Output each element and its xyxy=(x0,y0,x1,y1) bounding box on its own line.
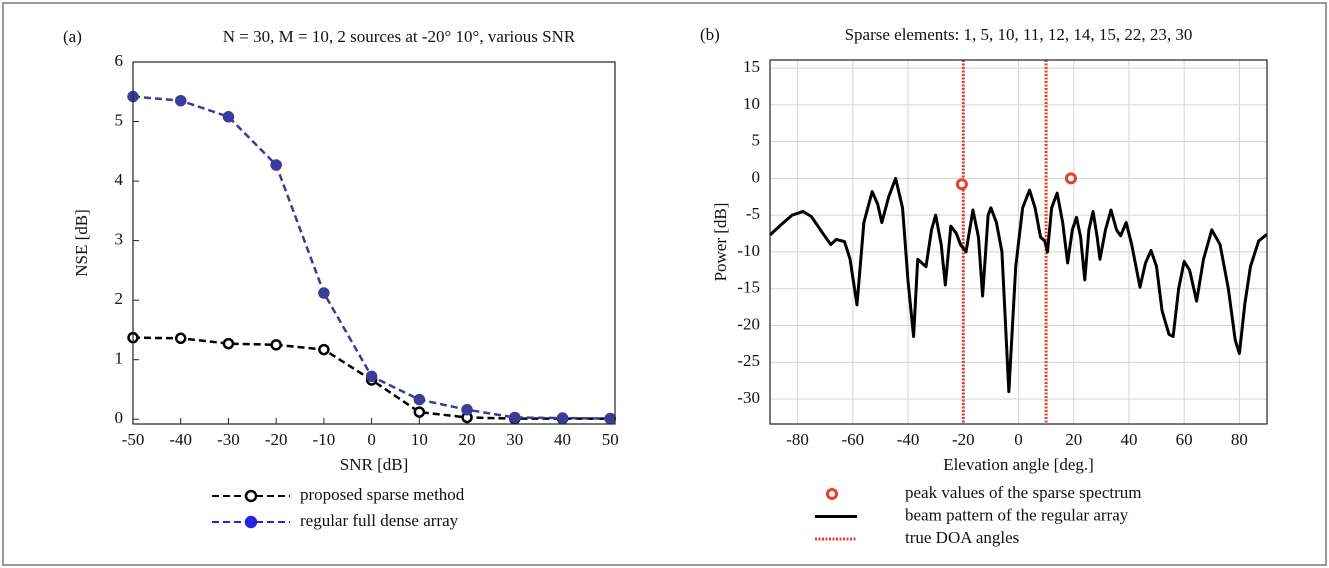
data-point xyxy=(174,94,187,107)
data-point xyxy=(461,403,473,416)
x-tick-label: -20 xyxy=(952,430,975,449)
data-point xyxy=(955,178,968,191)
y-tick-label: 0 xyxy=(115,408,124,427)
data-point xyxy=(270,159,282,171)
y-tick-label: 1 xyxy=(115,349,124,368)
y-tick-label: -20 xyxy=(737,314,760,333)
x-tick-label: 60 xyxy=(1176,430,1193,449)
data-point xyxy=(318,287,330,299)
chart-title: N = 30, M = 10, 2 sources at -20° 10°, v… xyxy=(223,27,576,46)
x-tick-label: 0 xyxy=(367,430,376,449)
panel-label: (b) xyxy=(700,25,720,44)
y-tick-label: -10 xyxy=(737,241,760,260)
data-point xyxy=(174,332,187,345)
x-tick-label: -60 xyxy=(841,430,864,449)
y-tick-label: -15 xyxy=(737,278,760,297)
plot-frame xyxy=(769,59,1268,425)
x-tick-label: -80 xyxy=(786,430,809,449)
data-point xyxy=(413,406,426,418)
y-tick-label: 6 xyxy=(115,51,124,70)
data-point xyxy=(604,412,616,425)
y-tick-label: 5 xyxy=(752,131,761,150)
data-point xyxy=(413,393,426,406)
data-point xyxy=(270,339,282,351)
x-tick-label: -40 xyxy=(897,430,920,449)
x-tick-label: 40 xyxy=(1120,430,1137,449)
x-tick-label: 10 xyxy=(411,430,428,449)
x-axis-label: SNR [dB] xyxy=(340,455,408,474)
legend-label: regular full dense array xyxy=(300,511,459,530)
x-tick-label: -30 xyxy=(217,430,240,449)
y-tick-label: 3 xyxy=(115,230,124,249)
legend-label: true DOA angles xyxy=(905,528,1019,547)
x-tick-label: 30 xyxy=(506,430,523,449)
x-tick-label: 50 xyxy=(602,430,619,449)
y-axis-label: Power [dB] xyxy=(711,203,730,282)
y-tick-label: 5 xyxy=(115,110,124,129)
x-tick-label: -50 xyxy=(122,430,145,449)
panel-label: (a) xyxy=(63,27,82,46)
x-axis-label: Elevation angle [deg.] xyxy=(943,455,1094,474)
data-point xyxy=(365,370,378,383)
legend-label: beam pattern of the regular array xyxy=(905,505,1129,524)
data-point xyxy=(509,411,521,424)
legend-label: proposed sparse method xyxy=(300,485,465,504)
legend-label: peak values of the sparse spectrum xyxy=(905,483,1142,502)
y-tick-label: 2 xyxy=(115,289,124,308)
y-tick-label: -25 xyxy=(737,351,760,370)
y-tick-label: 10 xyxy=(743,94,760,113)
legend-marker xyxy=(244,489,258,503)
plot-frame xyxy=(132,61,616,425)
x-tick-label: 20 xyxy=(459,430,476,449)
x-tick-label: 80 xyxy=(1231,430,1248,449)
y-tick-label: -30 xyxy=(737,388,760,407)
legend-marker xyxy=(826,488,838,500)
y-tick-label: 4 xyxy=(115,170,124,189)
series-line xyxy=(132,95,611,420)
x-tick-label: -10 xyxy=(313,430,336,449)
data-point xyxy=(1064,172,1077,185)
x-tick-label: -20 xyxy=(265,430,288,449)
x-tick-label: 20 xyxy=(1065,430,1082,449)
y-tick-label: -5 xyxy=(746,204,760,223)
chart-title: Sparse elements: 1, 5, 10, 11, 12, 14, 1… xyxy=(845,25,1193,44)
y-axis-label: NSE [dB] xyxy=(72,209,91,277)
x-tick-label: 0 xyxy=(1014,430,1023,449)
x-tick-label: -40 xyxy=(169,430,192,449)
data-point xyxy=(222,337,235,350)
x-tick-label: 40 xyxy=(554,430,571,449)
legend-marker xyxy=(244,515,258,529)
series-line xyxy=(768,176,1268,394)
data-point xyxy=(318,343,330,356)
data-point xyxy=(556,412,569,424)
data-point xyxy=(222,111,235,123)
y-tick-label: 0 xyxy=(752,167,761,186)
y-tick-label: 15 xyxy=(743,57,760,76)
